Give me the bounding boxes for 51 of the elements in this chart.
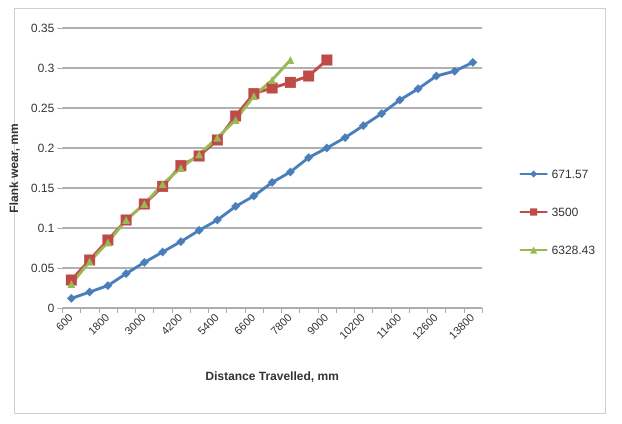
point: [358, 121, 368, 130]
point: [268, 76, 276, 84]
y-tick-label: 0.05: [30, 261, 55, 275]
point: [194, 226, 204, 235]
point: [140, 258, 149, 267]
point: [104, 238, 112, 246]
point: [432, 72, 441, 80]
point: [158, 248, 168, 256]
point: [231, 202, 240, 211]
y-tick-label: 0.1: [38, 221, 55, 235]
point: [304, 153, 314, 162]
point: [86, 258, 94, 266]
point: [468, 58, 478, 67]
point: [321, 54, 332, 66]
point: [213, 134, 222, 142]
y-tick-label: 0.25: [30, 101, 55, 115]
point: [284, 76, 296, 88]
point: [232, 116, 240, 124]
point: [195, 150, 204, 158]
y-tick-label: 0.35: [30, 21, 55, 35]
point: [176, 164, 185, 172]
point: [414, 84, 423, 94]
point: [66, 294, 76, 303]
point: [322, 144, 332, 152]
legend-label: 671.57: [552, 167, 589, 181]
point: [176, 237, 186, 246]
y-tick-label: 0.3: [38, 61, 55, 75]
point: [103, 281, 112, 290]
y-tick-label: 0: [48, 301, 55, 315]
point: [340, 133, 350, 142]
legend-label: 3500: [552, 205, 579, 219]
point: [286, 168, 295, 176]
point: [377, 109, 386, 118]
point: [450, 66, 460, 76]
point: [67, 280, 76, 288]
x-tick-label: 600: [54, 312, 76, 334]
x-axis-title: Distance Travelled, mm: [205, 369, 339, 383]
point: [158, 180, 167, 188]
y-tick-label: 0.2: [38, 141, 55, 155]
point: [85, 288, 94, 296]
point: [122, 269, 131, 278]
legend-label: 6328.43: [552, 243, 596, 257]
point: [249, 192, 258, 200]
point: [268, 178, 277, 187]
y-axis-title: Flank wear, mm: [7, 123, 21, 213]
point: [266, 82, 278, 94]
point: [303, 70, 314, 82]
y-tick-label: 0.15: [30, 181, 55, 195]
point: [395, 96, 404, 104]
point: [250, 92, 258, 100]
point: [212, 216, 222, 224]
